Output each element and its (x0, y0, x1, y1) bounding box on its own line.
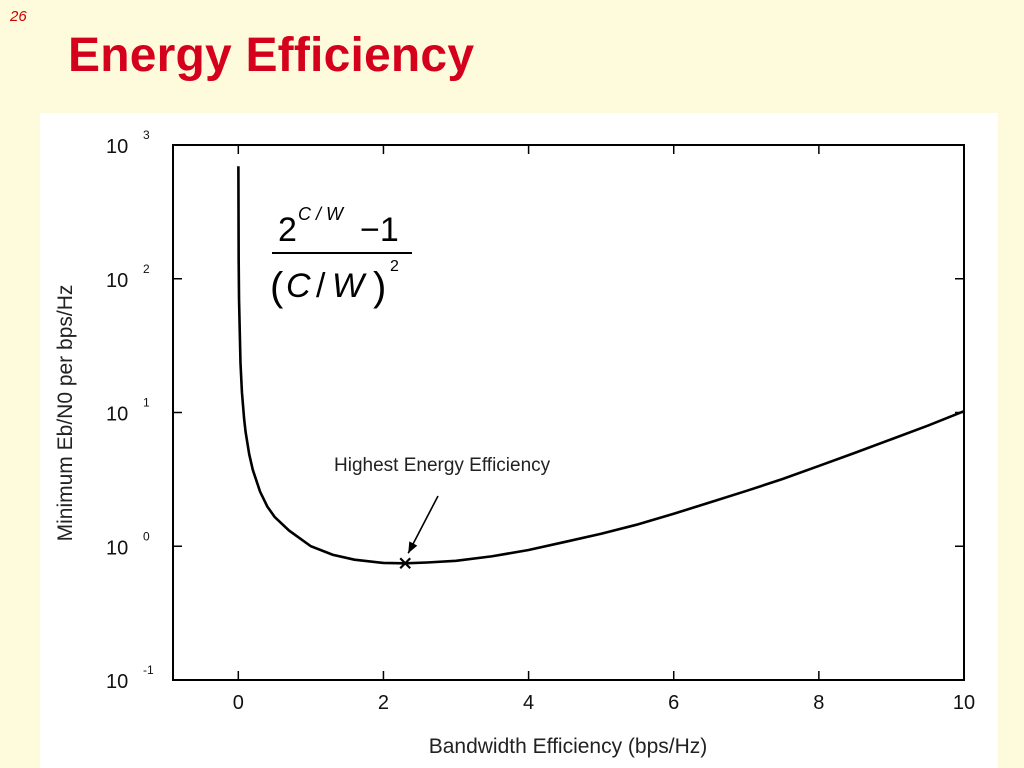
y-tick-label-exponent: -1 (143, 663, 154, 677)
x-axis-title: Bandwidth Efficiency (bps/Hz) (429, 735, 708, 758)
efficiency-curve (237, 166, 965, 565)
y-tick-label-exponent: 2 (143, 262, 150, 276)
annotation-label: Highest Energy Efficiency (334, 455, 551, 476)
formula-denominator-exponent: 2 (390, 258, 399, 275)
y-axis-ticks: 10 3 10 2 10 1 10 0 10 -1 (106, 128, 964, 693)
y-tick-label-base: 10 (106, 537, 128, 559)
y-tick-label-base: 10 (106, 404, 128, 426)
formula: 2 C / W −1 ( C / W ) 2 (270, 204, 412, 309)
formula-paren-open: ( (270, 265, 284, 309)
formula-denominator-w: W (332, 267, 367, 305)
marker-stroke (399, 557, 411, 570)
annotation-arrowhead (408, 541, 418, 554)
y-tick-label-exponent: 0 (143, 529, 150, 543)
x-tick-label: 4 (523, 692, 534, 714)
optimum-x-marker (399, 557, 411, 570)
formula-paren-close: ) (373, 265, 386, 309)
y-tick-label-base: 10 (106, 136, 128, 158)
y-tick-label-base: 10 (106, 671, 128, 693)
formula-numerator-exponent: C / W (298, 204, 345, 224)
formula-numerator-base: 2 (278, 211, 297, 249)
formula-denominator-c: C (286, 267, 311, 305)
x-tick-label: 0 (233, 692, 244, 714)
x-tick-label: 8 (813, 692, 824, 714)
y-tick-label-base: 10 (106, 270, 128, 292)
x-tick-label: 6 (668, 692, 679, 714)
x-axis-ticks: 0 2 4 6 8 10 (233, 145, 975, 714)
y-axis-title: Minimum Eb/N0 per bps/Hz (54, 285, 77, 542)
y-tick-label-exponent: 1 (143, 396, 150, 410)
energy-efficiency-chart: 10 3 10 2 10 1 10 0 10 -1 0 2 4 6 8 10 Bandwidth Effic… (54, 128, 975, 758)
slide-title: Energy Efficiency (68, 29, 475, 82)
formula-numerator-minus-one: −1 (360, 211, 399, 249)
slide-number: 26 (10, 8, 27, 25)
formula-denominator-slash: / (316, 267, 326, 305)
x-tick-label: 2 (378, 692, 389, 714)
chart-panel: 10 3 10 2 10 1 10 0 10 -1 0 2 4 6 8 10 Bandwidth Effic… (40, 113, 998, 768)
y-tick-label-exponent: 3 (143, 128, 150, 142)
x-tick-label: 10 (953, 692, 975, 714)
